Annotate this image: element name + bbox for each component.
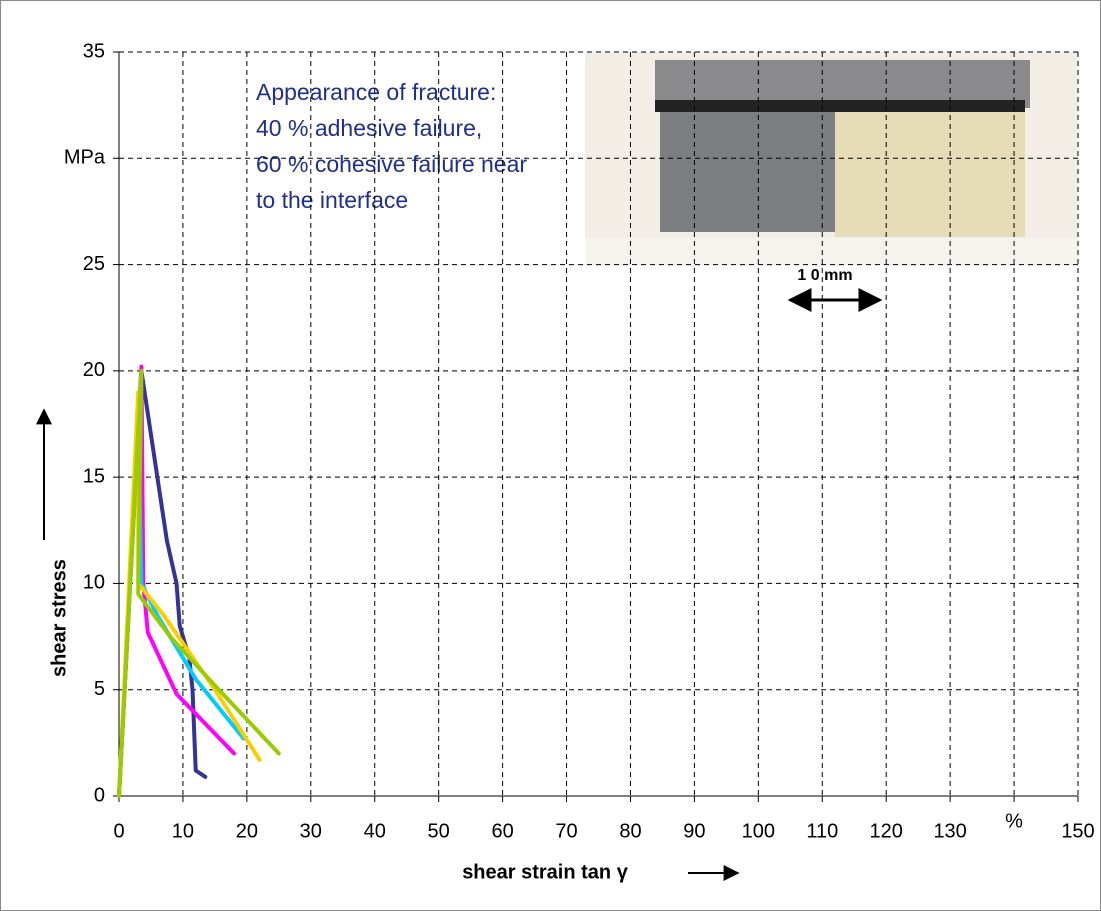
x-tick-label: 110: [806, 820, 838, 842]
x-tick-label: 70: [555, 820, 577, 842]
scale-label: 1 0 mm: [797, 267, 852, 284]
y-tick-label: 20: [83, 359, 105, 381]
annotation: 60 % cohesive failure near: [256, 151, 527, 177]
y-tick-label: 25: [83, 253, 105, 275]
x-tick-label: 90: [683, 820, 705, 842]
y-tick-label: 10: [83, 572, 105, 594]
x-axis-title: shear strain tan γ: [462, 861, 629, 883]
series-line: [117, 368, 281, 798]
x-tick-label: 100: [742, 820, 775, 842]
x-tick-label: 10: [172, 820, 194, 842]
x-tick-label: 130: [933, 820, 966, 842]
x-tick-label: 20: [236, 820, 258, 842]
y-tick-label: 5: [94, 678, 105, 700]
annotation: Appearance of fracture:: [256, 79, 496, 105]
photo: [585, 52, 1078, 265]
x-tick-label: 120: [870, 820, 903, 842]
x-tick-label: 150: [1061, 820, 1094, 842]
series-line: [117, 368, 208, 798]
x-tick-label: 50: [428, 820, 450, 842]
annotation: to the interface: [256, 187, 408, 213]
x-tick-label: 60: [491, 820, 513, 842]
y-tick-label: 0: [94, 784, 105, 806]
y-axis-title: shear stress: [48, 559, 70, 677]
x-tick-label: 30: [300, 820, 322, 842]
x-tick-label: 0: [113, 820, 124, 842]
x-tick-label: 80: [619, 820, 641, 842]
y-tick-label: 35: [83, 40, 105, 62]
y-tick-label: MPa: [64, 147, 106, 169]
x-tick-label: %: [1005, 810, 1023, 832]
y-tick-label: 15: [83, 465, 105, 487]
x-tick-label: 40: [364, 820, 386, 842]
annotation: 40 % adhesive failure,: [256, 115, 482, 141]
